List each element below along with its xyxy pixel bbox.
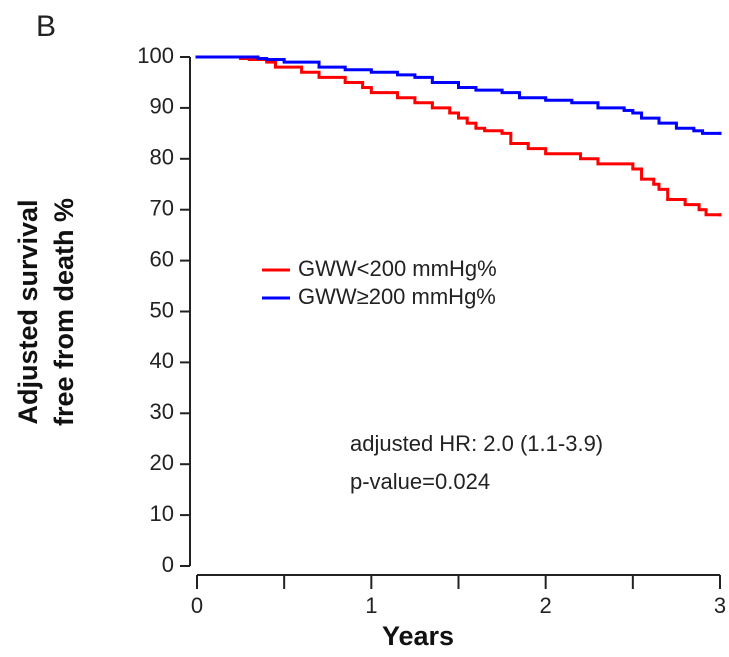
x-tick-label: 1	[365, 593, 377, 618]
y-tick-label: 80	[150, 145, 174, 170]
x-tick-label: 0	[191, 593, 203, 618]
panel-label: B	[36, 10, 56, 43]
x-tick-label: 3	[714, 593, 726, 618]
y-tick-label: 0	[162, 552, 174, 577]
y-tick-label: 10	[150, 501, 174, 526]
y-tick-label: 60	[150, 246, 174, 271]
y-tick-label: 50	[150, 297, 174, 322]
annotation: adjusted HR: 2.0 (1.1-3.9)	[350, 431, 603, 456]
legend-label: GWW<200 mmHg%	[298, 256, 497, 281]
y-tick-label: 20	[150, 450, 174, 475]
y-axis-title: free from death %	[49, 198, 79, 426]
y-tick-label: 90	[150, 94, 174, 119]
y-tick-label: 40	[150, 348, 174, 373]
y-tick-label: 30	[150, 399, 174, 424]
legend-label: GWW≥200 mmHg%	[298, 284, 496, 309]
x-tick-label: 2	[540, 593, 552, 618]
y-axis-title: Adjusted survival	[13, 199, 43, 424]
y-tick-label: 70	[150, 196, 174, 221]
x-axis-title: Years	[382, 621, 454, 651]
y-tick-label: 100	[137, 43, 174, 68]
annotation: p-value=0.024	[350, 469, 490, 494]
